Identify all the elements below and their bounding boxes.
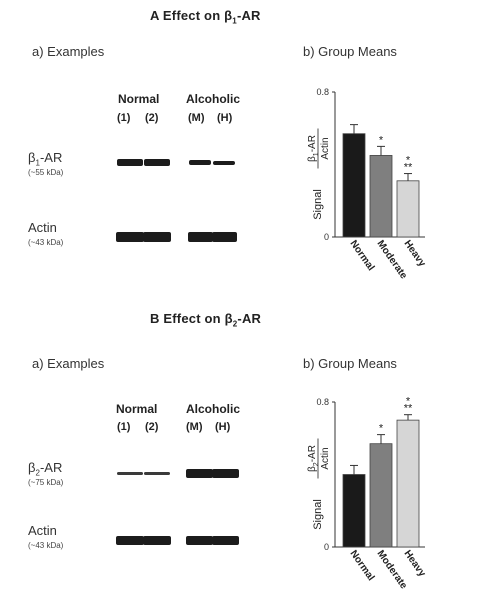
panel-a-receptor-band-1	[117, 159, 143, 166]
chart-b-ylabel: Signal β2-AR Actin	[307, 438, 331, 530]
panel-a-actin-band-m	[188, 232, 213, 242]
chart-a-significance-heavy-0: *	[406, 155, 411, 167]
chart-a-significance-heavy-1: **	[404, 162, 413, 174]
panel-a-lane-h: (H)	[217, 112, 233, 124]
chart-a-bar-normal	[342, 133, 366, 238]
panel-a-actin-kda: (~43 kDa)	[28, 238, 64, 247]
panel-b-actin-band-m	[186, 536, 213, 545]
panel-a-actin-band-1	[116, 232, 144, 242]
chart-b-ylabel-numerator: β2-AR	[307, 445, 320, 472]
panel-b-alcoholic-header: Alcoholic	[186, 402, 241, 416]
panel-b-receptor-kda: (~75 kDa)	[28, 478, 64, 487]
panel-a-actin-blot	[110, 228, 250, 246]
panel-a-normal-header: Normal	[118, 92, 160, 106]
panel-b-receptor-band-m	[186, 469, 213, 478]
panel-b-actin-blot	[110, 532, 250, 550]
panel-b-normal-header: Normal	[116, 402, 158, 416]
panel-b-actin-band-1	[116, 536, 144, 545]
chart-b-ytick-label-0: 0	[324, 542, 329, 552]
chart-a-ylabel-signal: Signal	[312, 189, 324, 220]
panel-b-group-means-title: b) Group Means	[303, 356, 397, 371]
chart-b-ylabel-denominator: Actin	[320, 447, 331, 469]
panel-b-receptor-band-h	[212, 469, 239, 478]
panel-a-receptor-label: β1-AR	[28, 150, 63, 168]
panel-a-receptor-band-m	[189, 160, 211, 165]
panel-a-group-means-title: b) Group Means	[303, 44, 397, 59]
panel-a-receptor-band-h	[213, 161, 235, 165]
chart-b-significance-heavy-0: *	[406, 396, 411, 408]
panel-a-actin-band-h	[212, 232, 237, 242]
panel-b-examples-title: a) Examples	[32, 356, 105, 371]
chart-a-ylabel-denominator: Actin	[320, 137, 331, 159]
chart-b-ytick-label-1: 0.8	[316, 397, 329, 407]
panel-b-receptor-label: β2-AR	[28, 460, 63, 478]
chart-a-category-heavy: Heavy	[402, 238, 428, 269]
chart-b-category-heavy: Heavy	[402, 548, 428, 579]
panel-b-actin-kda: (~43 kDa)	[28, 541, 64, 550]
panel-a-examples-title: a) Examples	[32, 44, 105, 59]
panel-a-lane-m: (M)	[188, 112, 205, 124]
panel-b-lane-h: (H)	[215, 421, 231, 433]
chart-a-ylabel: Signal β1-AR Actin	[307, 128, 331, 220]
panel-a-lane-1: (1)	[117, 112, 131, 124]
chart-b-ylabel-signal: Signal	[312, 499, 324, 530]
panel-a-receptor-band-2	[144, 159, 170, 166]
panel-b-receptor-band-2	[144, 472, 170, 475]
panel-b-lane-1: (1)	[117, 421, 131, 433]
panel-a-lane-2: (2)	[145, 112, 159, 124]
chart-b-bar-normal	[342, 474, 366, 548]
chart-b-bar-heavy	[396, 419, 420, 548]
panel-b-actin-label: Actin	[28, 523, 57, 538]
chart-a-bar-moderate	[369, 155, 393, 238]
panel-a-receptor-blot	[110, 155, 250, 171]
panel-b-actin-band-h	[212, 536, 239, 545]
chart-a-significance-moderate-0: *	[379, 134, 384, 146]
chart-b-significance-heavy-1: **	[404, 403, 413, 415]
chart-b-category-normal: Normal	[348, 548, 377, 583]
panel-a-receptor-kda: (~55 kDa)	[28, 168, 64, 177]
chart-a-category-normal: Normal	[348, 238, 377, 273]
panel-b-lane-m: (M)	[186, 421, 203, 433]
panel-b-lane-2: (2)	[145, 421, 159, 433]
chart-a-ytick-label-1: 0.8	[316, 87, 329, 97]
panel-a-title: A Effect on β1-AR	[150, 8, 261, 26]
panel-b-receptor-band-1	[117, 472, 143, 475]
panel-a-alcoholic-header: Alcoholic	[186, 92, 241, 106]
panel-a-actin-label: Actin	[28, 220, 57, 235]
chart-a-ylabel-numerator: β1-AR	[307, 135, 320, 162]
chart-a-ytick-label-0: 0	[324, 232, 329, 242]
panel-b-title: B Effect on β2-AR	[150, 311, 262, 329]
panel-b-receptor-blot	[110, 466, 250, 482]
chart-b-bar-moderate	[369, 443, 393, 548]
panel-a-actin-band-2	[143, 232, 171, 242]
chart-b-significance-moderate-0: *	[379, 423, 384, 435]
chart-a-bar-heavy	[396, 180, 420, 238]
panel-b-actin-band-2	[143, 536, 171, 545]
